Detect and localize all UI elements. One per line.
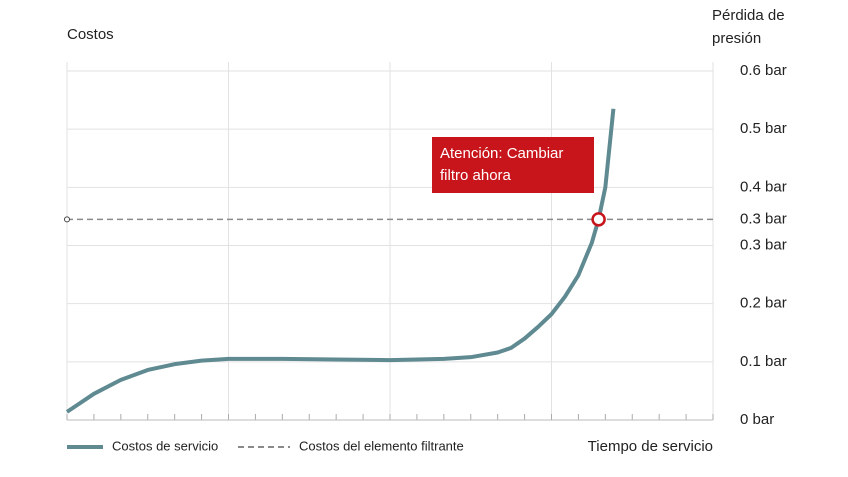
x-axis-label: Tiempo de servicio [588,438,713,455]
legend-label: Costos de servicio [112,438,218,453]
y2-tick-label: 0.4 bar [740,178,787,195]
y-axis-label: Costos [67,26,114,43]
y2-tick-label: 0 bar [740,411,774,428]
y2-tick-label: 0.2 bar [740,295,787,312]
y2-axis-label: Pérdida de presión [712,7,785,47]
y2-tick-label: 0.3 bar [740,236,787,253]
legend-label: Costos del elemento filtrante [299,438,464,453]
annotation: Atención: Cambiar filtro ahora [432,137,594,193]
threshold-marker [591,212,606,227]
y2-tick-label: 0.1 bar [740,353,787,370]
series-line [65,108,616,414]
threshold-start [64,216,70,223]
threshold-label: 0.3 bar [740,210,787,227]
y2-tick-label: 0.5 bar [740,120,787,137]
y2-tick-label: 0.6 bar [740,62,787,79]
